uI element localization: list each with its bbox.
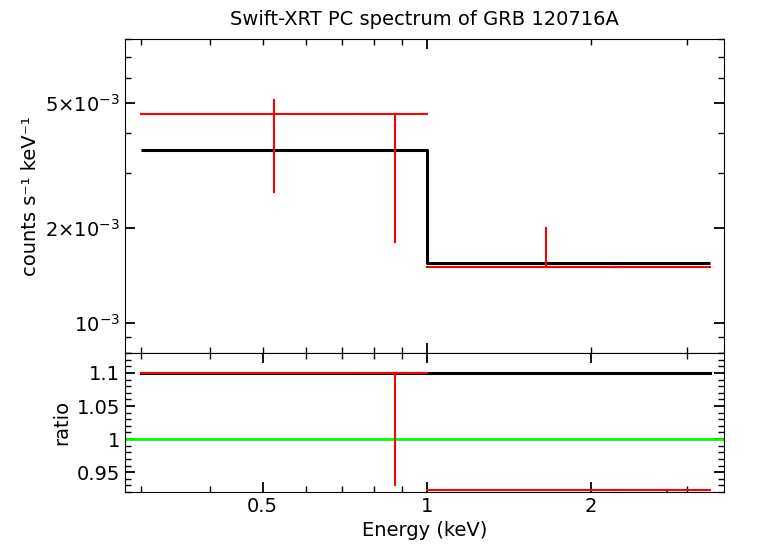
Y-axis label: ratio: ratio <box>52 400 71 445</box>
X-axis label: Energy (keV): Energy (keV) <box>362 522 487 540</box>
Title: Swift-XRT PC spectrum of GRB 120716A: Swift-XRT PC spectrum of GRB 120716A <box>230 10 619 29</box>
Y-axis label: counts s⁻¹ keV⁻¹: counts s⁻¹ keV⁻¹ <box>21 116 40 276</box>
